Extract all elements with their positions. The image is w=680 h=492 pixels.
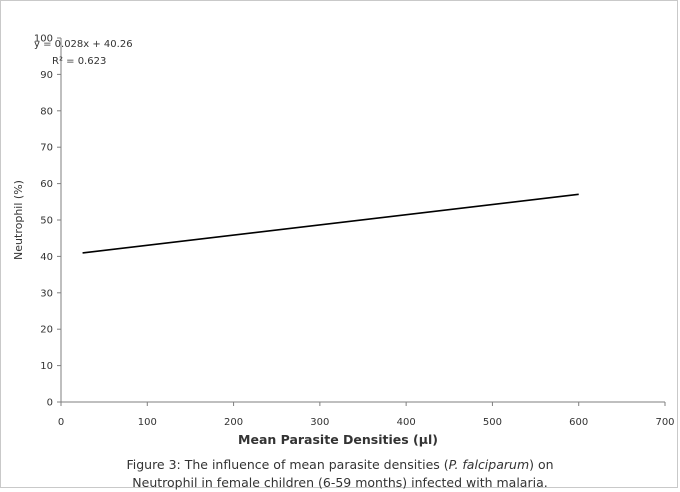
chart-ticks: 0 10 20 30 40 50 60 70 80 90 100 0 100 200 300 400 500 60…: [34, 34, 675, 429]
y-tick-label: 50: [40, 216, 53, 227]
figure-caption: Figure 3: The influence of mean parasite…: [0, 456, 680, 492]
y-axis-label: Neutrophil (%): [12, 180, 25, 260]
y-tick-label: 30: [40, 288, 53, 299]
caption-prefix: Figure 3: The influence of mean parasite…: [126, 457, 449, 472]
y-tick-label: 90: [40, 70, 53, 81]
trendline-equation: y = 0.028x + 40.26: [34, 39, 133, 50]
caption-line-1: Figure 3: The influence of mean parasite…: [0, 456, 680, 474]
x-tick-label: 500: [483, 417, 502, 428]
chart: 0 10 20 30 40 50 60 70 80 90 100 0 100 200 300 400 500 60…: [12, 34, 675, 448]
x-tick-label: 0: [58, 417, 64, 428]
y-tick-label: 40: [40, 252, 53, 263]
chart-series: [82, 193, 579, 254]
x-tick-label: 100: [138, 417, 157, 428]
x-axis-label: Mean Parasite Densities (µl): [238, 432, 438, 447]
x-tick-label: 600: [569, 417, 588, 428]
y-tick-label: 0: [47, 398, 53, 409]
x-tick-label: 400: [397, 417, 416, 428]
trendline-r-squared: R² = 0.623: [52, 56, 106, 67]
y-tick-label: 100: [34, 34, 53, 45]
x-tick-label: 700: [655, 417, 674, 428]
x-tick-label: 300: [310, 417, 329, 428]
caption-line-2: Neutrophil in female children (6-59 mont…: [132, 475, 548, 490]
y-tick-label: 80: [40, 106, 53, 117]
y-tick-label: 10: [40, 361, 53, 372]
trendline: [82, 193, 579, 254]
y-tick-label: 20: [40, 325, 53, 336]
caption-suffix: ) on: [529, 457, 554, 472]
caption-species: P. falciparum: [448, 457, 530, 472]
x-tick-label: 200: [224, 417, 243, 428]
y-tick-label: 70: [40, 143, 53, 154]
y-tick-label: 60: [40, 179, 53, 190]
